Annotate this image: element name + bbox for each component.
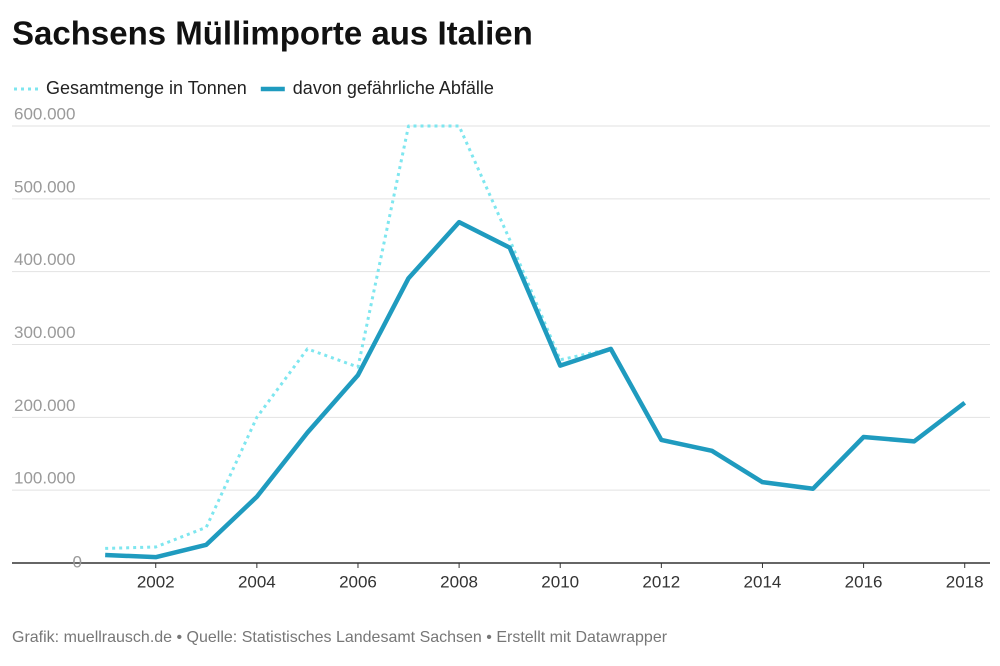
x-tick-label: 2018 xyxy=(946,572,984,591)
legend-label: Gesamtmenge in Tonnen xyxy=(46,78,247,98)
y-tick-label: 400.000 xyxy=(14,250,75,269)
y-tick-label: 200.000 xyxy=(14,396,75,415)
y-tick-label: 100.000 xyxy=(14,469,75,488)
data-line xyxy=(105,124,966,550)
x-tick-label: 2004 xyxy=(238,572,276,591)
y-tick-label: 300.000 xyxy=(14,323,75,342)
data-line xyxy=(105,219,967,560)
x-tick-label: 2016 xyxy=(845,572,883,591)
x-tick-label: 2002 xyxy=(137,572,175,591)
x-tick-label: 2014 xyxy=(744,572,782,591)
legend: Gesamtmenge in Tonnen davon gefährliche A… xyxy=(14,78,494,98)
legend-label: davon gefährliche Abfälle xyxy=(293,78,494,98)
chart-title: Sachsens Müllimporte aus Italien xyxy=(12,15,533,52)
y-tick-label: 0 xyxy=(73,552,82,571)
source-note: Grafik: muellrausch.de • Quelle: Statist… xyxy=(12,629,668,646)
x-tick-label: 2008 xyxy=(440,572,478,591)
x-tick-label: 2006 xyxy=(339,572,377,591)
x-tick-label: 2012 xyxy=(642,572,680,591)
x-tick-label: 2010 xyxy=(541,572,579,591)
y-tick-label: 600.000 xyxy=(14,104,75,123)
y-tick-label: 500.000 xyxy=(14,177,75,196)
